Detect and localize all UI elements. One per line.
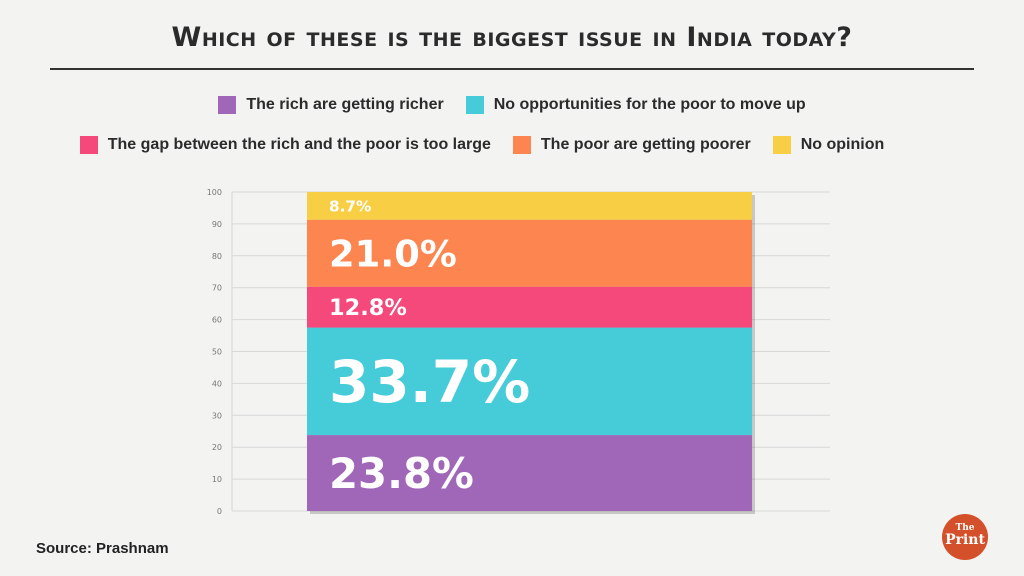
bar-segment	[307, 435, 752, 511]
legend-item: No opinion	[772, 136, 885, 154]
bar-segment	[307, 327, 752, 436]
y-tick-label: 40	[212, 379, 222, 388]
legend-label: The poor are getting poorer	[540, 136, 751, 153]
legend-swatch	[512, 136, 531, 154]
data-label: 23.8%	[329, 449, 474, 498]
legend-label: The gap between the rich and the poor is…	[107, 136, 491, 153]
logo-text-print: Print	[945, 532, 985, 548]
legend-row: The gap between the rich and the poor is…	[0, 136, 1024, 154]
data-label: 12.8%	[329, 295, 407, 321]
y-tick-label: 100	[207, 188, 222, 197]
legend-item: The rich are getting richer	[218, 96, 444, 114]
data-label: 21.0%	[329, 233, 457, 276]
data-label: 8.7%	[329, 197, 371, 215]
source-label: Source: Prashnam	[36, 540, 169, 557]
bar-segment	[307, 219, 752, 287]
y-tick-label: 50	[212, 348, 222, 357]
logo-text-the: The	[955, 523, 975, 533]
legend-label: No opinion	[800, 136, 885, 153]
legend-swatch	[772, 136, 791, 154]
legend-swatch	[79, 136, 98, 154]
data-label: 33.7%	[329, 348, 530, 416]
legend-item: The poor are getting poorer	[512, 136, 751, 154]
legend-swatch	[218, 96, 237, 114]
legend-row: The rich are getting richer No opportunit…	[0, 96, 1024, 114]
title-divider	[50, 68, 974, 70]
y-tick-label: 60	[212, 316, 222, 325]
y-tick-label: 70	[212, 284, 222, 293]
y-tick-label: 10	[212, 475, 222, 484]
y-tick-label: 90	[212, 220, 222, 229]
legend-swatch	[465, 96, 484, 114]
legend-item: The gap between the rich and the poor is…	[79, 136, 491, 154]
legend-item: No opportunities for the poor to move up	[465, 96, 806, 114]
legend-label: No opportunities for the poor to move up	[493, 96, 806, 113]
chart-title: Which of these is the biggest issue in I…	[171, 22, 853, 53]
theprint-logo: The Print	[942, 514, 988, 560]
legend-label: The rich are getting richer	[246, 96, 444, 113]
y-tick-label: 0	[217, 507, 222, 516]
bar-segment	[307, 192, 752, 220]
y-tick-label: 80	[212, 252, 222, 261]
y-tick-label: 20	[212, 443, 222, 452]
y-tick-label: 30	[212, 411, 222, 420]
bar-segment	[307, 286, 752, 328]
